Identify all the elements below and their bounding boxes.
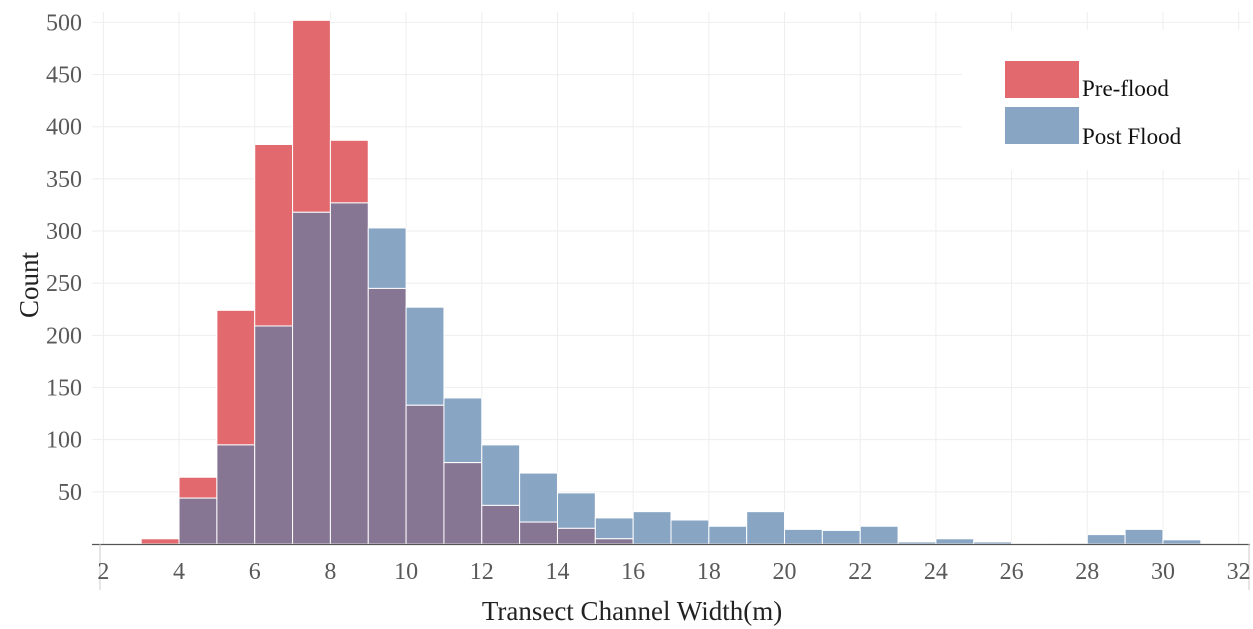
- x-tick-label-24: 24: [924, 559, 948, 585]
- bar-post-flood-21: [821, 529, 861, 545]
- bar-post-flood-24: [935, 538, 975, 545]
- x-tick-label-18: 18: [697, 559, 721, 585]
- bar-overlap-5: [216, 444, 256, 545]
- bar-post-flood-13: [519, 472, 558, 523]
- bar-post-flood-11: [443, 397, 483, 464]
- bar-overlap-13: [519, 521, 558, 545]
- bar-pre-flood-8: [329, 139, 369, 204]
- bar-overlap-15: [594, 538, 634, 545]
- x-tick-label-6: 6: [249, 559, 261, 585]
- bar-post-flood-28: [1086, 534, 1126, 545]
- y-tick-label-500: 500: [46, 10, 82, 36]
- legend: Pre-flood Post Flood: [962, 30, 1252, 170]
- y-tick-label-450: 450: [46, 63, 82, 89]
- legend-label-post-flood: Post Flood: [1082, 124, 1182, 149]
- bar-post-flood-16: [632, 511, 672, 545]
- bar-overlap-9: [367, 287, 407, 545]
- x-tick-labels: 2 4 6 8 10 12 14 16 18 20 22 24 26 28 30 32: [97, 559, 1250, 585]
- bar-post-flood-10: [405, 306, 445, 406]
- bar-overlap-10: [405, 404, 445, 545]
- bar-post-flood-20: [784, 528, 823, 545]
- bar-overlap-7: [292, 211, 331, 545]
- y-tick-label-150: 150: [46, 376, 82, 402]
- x-tick-label-10: 10: [394, 559, 418, 585]
- x-tick-label-22: 22: [848, 559, 872, 585]
- y-tick-label-350: 350: [46, 167, 82, 193]
- bar-post-flood-22: [859, 525, 899, 545]
- x-tick-label-2: 2: [97, 559, 109, 585]
- legend-label-pre-flood: Pre-flood: [1082, 76, 1169, 101]
- bar-post-flood-23: [897, 541, 937, 545]
- bar-pre-flood-6: [254, 143, 294, 327]
- bar-post-flood-30: [1162, 539, 1202, 545]
- bars: [140, 19, 1202, 545]
- x-tick-label-26: 26: [1000, 559, 1024, 585]
- gridlines: [92, 12, 1250, 544]
- x-tick-label-12: 12: [470, 559, 494, 585]
- bar-overlap-4: [178, 497, 218, 545]
- bar-overlap-12: [481, 504, 521, 545]
- bar-pre-flood-5: [216, 309, 256, 446]
- bar-post-flood-12: [481, 444, 521, 506]
- y-tick-label-300: 300: [46, 219, 82, 245]
- axes: [92, 543, 1250, 590]
- bar-pre-flood-7: [292, 19, 331, 213]
- bar-post-flood-19: [746, 511, 786, 545]
- bar-post-flood-9: [367, 227, 407, 289]
- y-tick-label-250: 250: [46, 271, 82, 297]
- x-tick-label-14: 14: [545, 559, 569, 585]
- x-tick-label-28: 28: [1075, 559, 1099, 585]
- bar-overlap-6: [254, 325, 294, 545]
- x-tick-label-30: 30: [1151, 559, 1175, 585]
- x-axis-title: Transect Channel Width(m): [482, 596, 782, 626]
- bar-pre-flood-4: [178, 476, 218, 499]
- x-tick-label-4: 4: [173, 559, 185, 585]
- bar-post-flood-14: [556, 492, 596, 529]
- legend-swatch-pre-flood: [1005, 61, 1079, 98]
- y-tick-label-200: 200: [46, 323, 82, 349]
- bar-overlap-8: [329, 202, 369, 545]
- y-axis-title: Count: [14, 251, 44, 318]
- legend-background: [962, 30, 1252, 170]
- x-tick-label-8: 8: [324, 559, 336, 585]
- y-tick-label-100: 100: [46, 428, 82, 454]
- bar-overlap-14: [556, 527, 596, 545]
- bar-post-flood-17: [670, 519, 710, 545]
- bar-post-flood-18: [708, 525, 748, 545]
- bar-post-flood-29: [1124, 528, 1164, 545]
- y-tick-labels: 50 100 150 200 250 300 350 400 450 500: [46, 10, 82, 505]
- x-tick-label-32: 32: [1227, 559, 1251, 585]
- bar-overlap-11: [443, 462, 483, 545]
- bar-post-flood-15: [594, 517, 634, 540]
- bar-post-flood-25: [973, 541, 1013, 545]
- legend-swatch-post-flood: [1005, 107, 1079, 144]
- bar-pre-flood-3: [140, 538, 180, 545]
- x-tick-label-20: 20: [773, 559, 797, 585]
- x-tick-label-16: 16: [621, 559, 645, 585]
- y-tick-label-50: 50: [58, 480, 82, 506]
- bar-post-flood-27: [1048, 542, 1088, 545]
- y-tick-label-400: 400: [46, 115, 82, 141]
